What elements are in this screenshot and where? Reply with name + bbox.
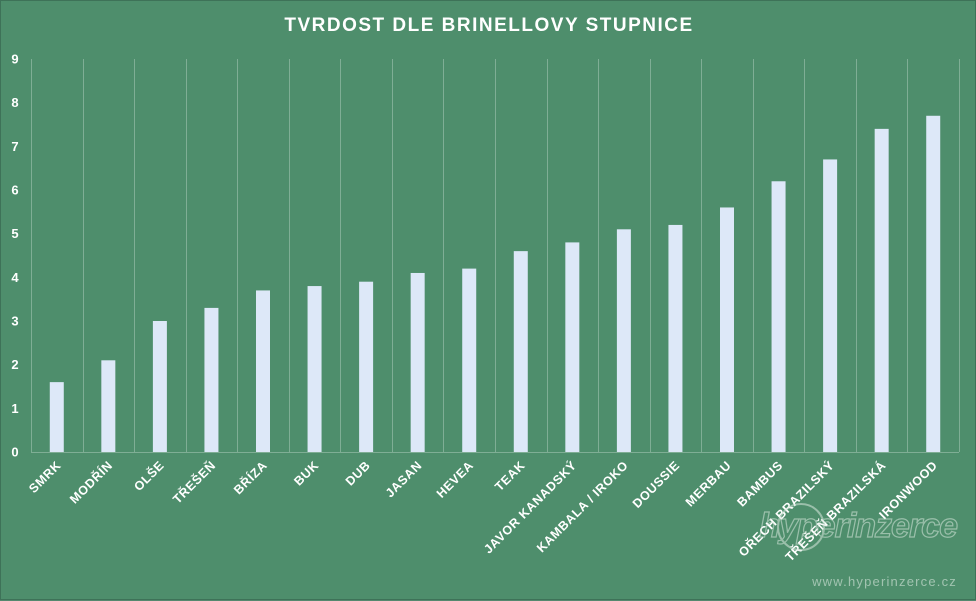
x-tick-label: OLŠE [131, 458, 167, 494]
bar [565, 242, 580, 452]
y-tick-label: 0 [11, 445, 18, 460]
y-tick-label: 9 [11, 52, 18, 67]
bar [823, 159, 838, 452]
bar [204, 307, 219, 452]
y-tick-label: 4 [11, 270, 19, 285]
y-tick-label: 6 [11, 183, 18, 198]
bar [720, 207, 734, 452]
x-tick-label: SMRK [26, 458, 64, 496]
bar [462, 268, 477, 452]
bar [256, 290, 270, 452]
bar [410, 272, 425, 452]
bar [152, 321, 167, 452]
x-tick-label: DOUSSIE [630, 458, 683, 511]
bar [49, 382, 64, 452]
x-tick-label: JAVOR KANADSKÝ [481, 457, 580, 556]
x-tick-label: TŘEŠEŇ BRAZILSKÁ [782, 458, 889, 565]
x-tick-label: JASAN [383, 458, 425, 500]
x-tick-label: MERBAU [683, 458, 734, 509]
bar [513, 251, 528, 452]
x-tick-label: OŘECH BRAZILSKÝ [735, 457, 837, 559]
y-tick-label: 5 [11, 226, 18, 241]
bar [771, 181, 786, 452]
y-tick-label: 2 [11, 357, 18, 372]
y-tick-label: 1 [11, 401, 18, 416]
y-tick-label: 8 [11, 95, 18, 110]
bar [307, 286, 322, 452]
bar [874, 128, 889, 452]
bar [616, 229, 631, 452]
x-tick-label: TEAK [492, 458, 528, 494]
x-tick-label: MODŘÍN [66, 458, 115, 507]
x-tick-label: DUB [343, 458, 373, 488]
x-tick-label: TŘEŠEŇ [170, 458, 219, 507]
bar [668, 224, 683, 452]
x-tick-label: BŘÍZA [230, 458, 270, 498]
x-tick-label: BUK [291, 458, 321, 488]
bar [926, 115, 941, 453]
chart-title: TVRDOST DLE BRINELLOVY STUPNICE [284, 15, 694, 36]
x-tick-label: BAMBUS [734, 458, 785, 509]
y-tick-label: 3 [11, 314, 18, 329]
bar [359, 281, 374, 452]
x-tick-label: KAMBALA / IROKO [534, 458, 631, 555]
x-tick-label: HEVEA [434, 458, 476, 500]
y-tick-label: 7 [11, 139, 18, 154]
bar [101, 360, 116, 452]
